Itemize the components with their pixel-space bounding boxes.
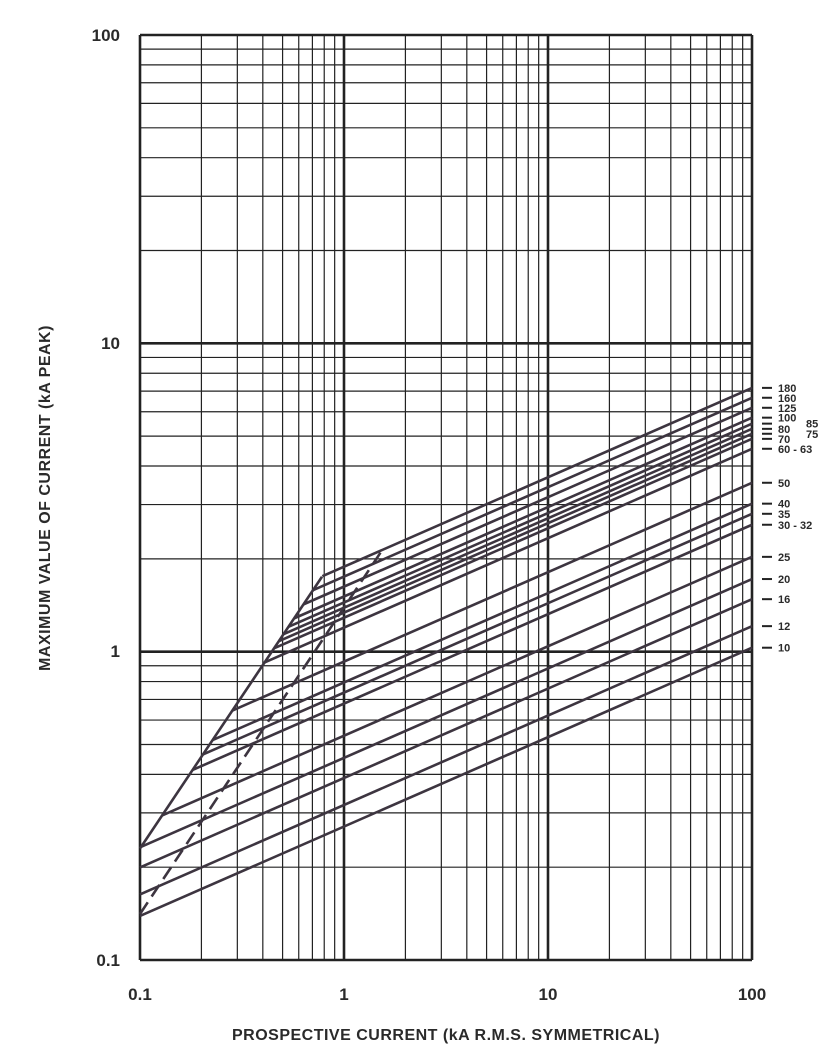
y-tick-2: 10 — [101, 334, 120, 353]
y-tick-1: 1 — [111, 642, 120, 661]
series-label: 40 — [778, 499, 790, 511]
tick-labels: 0.1 1 10 100 0.1 1 10 100 — [92, 26, 767, 1004]
envelope-line — [138, 576, 324, 850]
x-axis-label: PROSPECTIVE CURRENT (kA R.M.S. SYMMETRIC… — [232, 1027, 660, 1044]
series-line-40 — [212, 502, 753, 742]
series-label: 60 - 63 — [778, 444, 812, 456]
series-label: 30 - 32 — [778, 520, 812, 532]
series-line-50 — [231, 481, 753, 712]
series-label: 10 — [778, 643, 790, 655]
series-line-10 — [139, 646, 753, 918]
series-line-180 — [321, 386, 753, 578]
series-line-125 — [302, 406, 753, 606]
series-lines — [138, 386, 753, 918]
series-label: 70 — [778, 434, 790, 446]
x-tick-1: 1 — [339, 985, 348, 1004]
y-axis-label: MAXIMUM VALUE OF CURRENT (kA PEAK) — [37, 325, 54, 671]
series-label: 50 — [778, 478, 790, 490]
series-label: 125 — [778, 403, 796, 415]
y-tick-3: 100 — [92, 26, 120, 45]
series-label: 180 — [778, 383, 796, 395]
series-label: 12 — [778, 621, 790, 633]
x-tick-0: 0.1 — [128, 985, 152, 1004]
series-label: 85 — [806, 419, 818, 431]
series-line-12 — [139, 624, 753, 896]
x-tick-2: 10 — [539, 985, 558, 1004]
series-line-80 — [282, 427, 753, 636]
series-line-25 — [161, 555, 753, 817]
x-tick-3: 100 — [738, 985, 766, 1004]
series-line-160 — [312, 396, 753, 592]
series-label: 100 — [778, 413, 796, 425]
series-line-75 — [278, 432, 753, 643]
series-label: 160 — [778, 393, 796, 405]
series-line-60-63 — [264, 447, 753, 664]
series-line-85 — [287, 422, 753, 629]
series-label: 80 — [778, 424, 790, 436]
series-label: 20 — [778, 574, 790, 586]
series-line-16 — [139, 597, 753, 869]
series-label: 35 — [778, 509, 790, 521]
dashed-peak-line — [138, 548, 384, 915]
series-line-20 — [140, 577, 753, 848]
series-line-100 — [293, 416, 753, 620]
series-label: 25 — [778, 552, 790, 564]
series-label: 16 — [778, 594, 790, 606]
series-label: 75 — [806, 429, 818, 441]
grid — [138, 33, 754, 962]
series-line-70 — [273, 437, 753, 650]
y-tick-0: 0.1 — [96, 951, 120, 970]
series-line-30-32 — [192, 523, 753, 772]
series-line-35 — [202, 512, 753, 756]
